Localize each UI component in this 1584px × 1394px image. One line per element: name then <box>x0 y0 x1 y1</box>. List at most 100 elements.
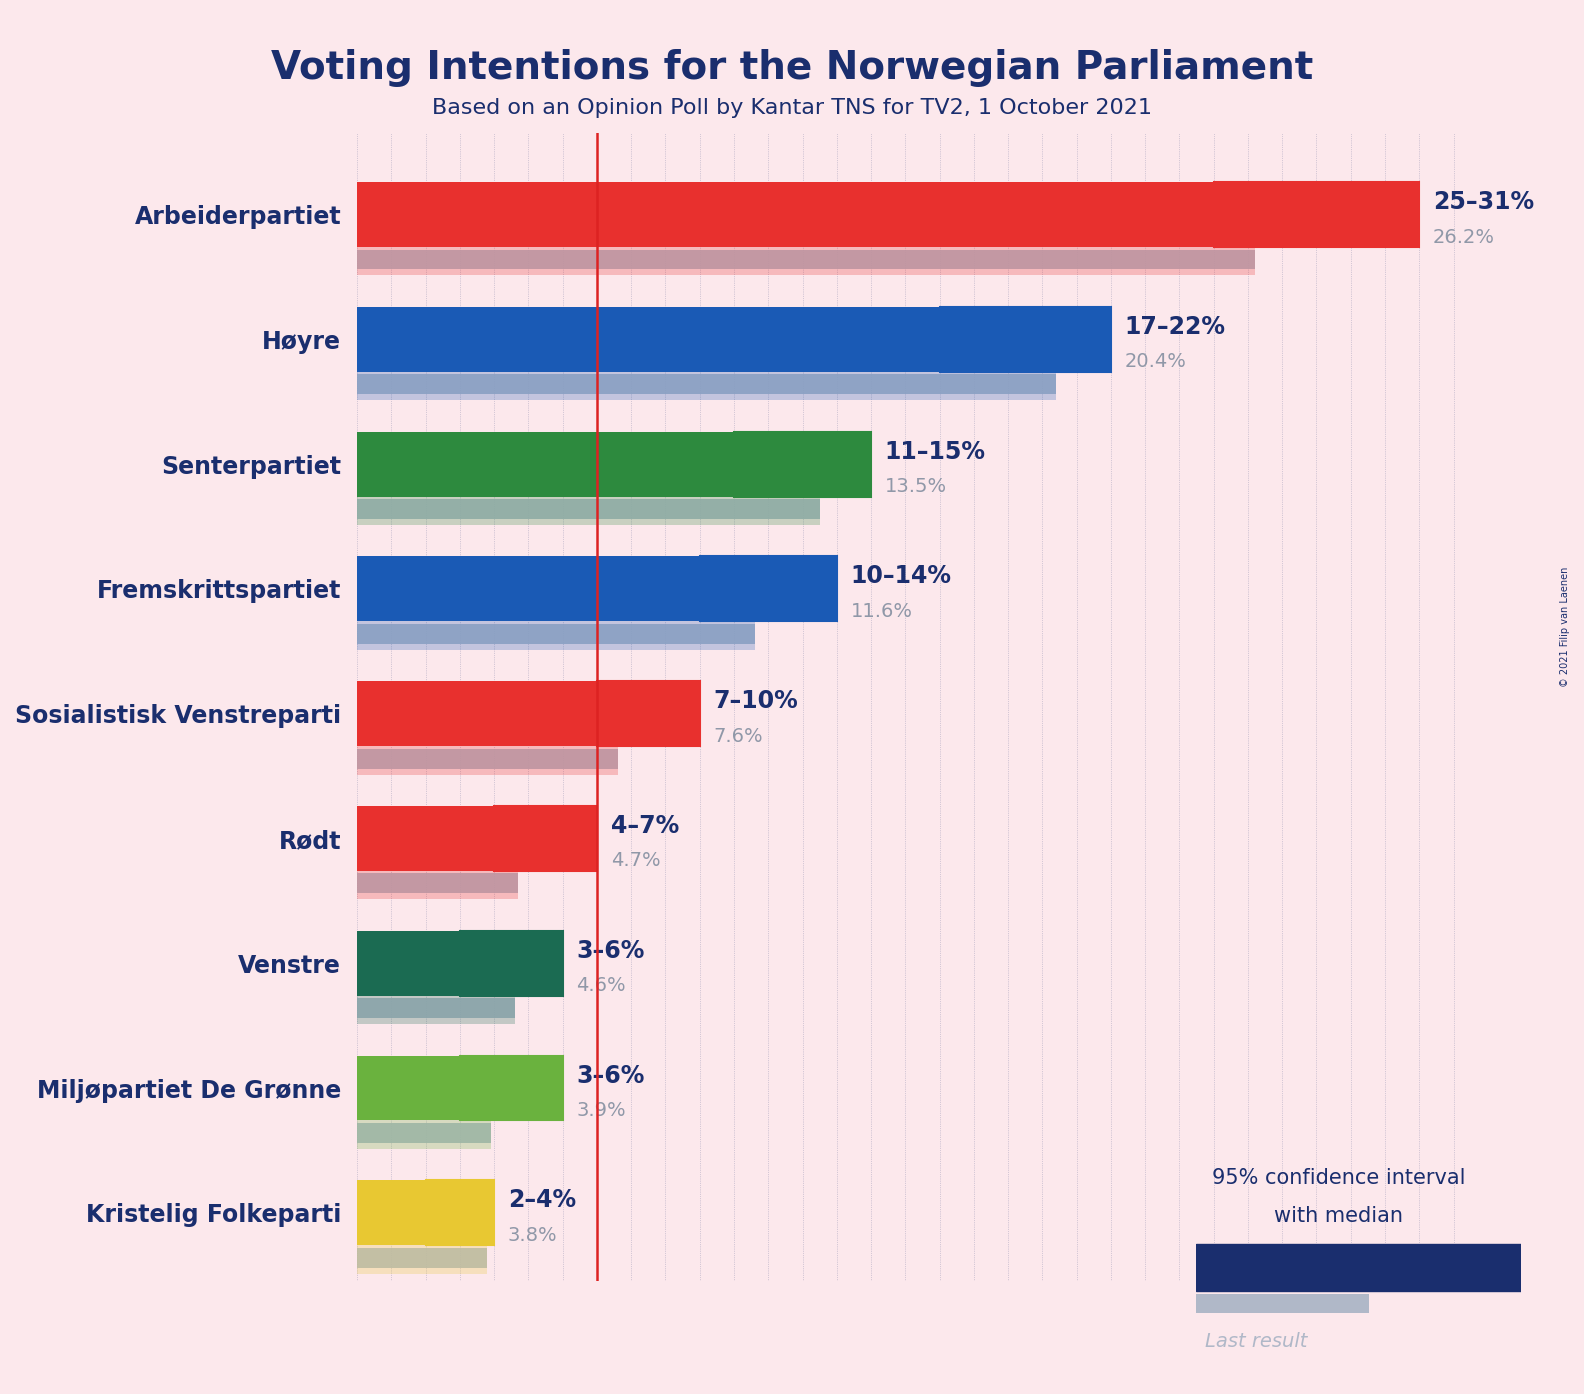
Text: 20.4%: 20.4% <box>1125 353 1186 371</box>
Bar <box>733 432 871 496</box>
Bar <box>1196 1243 1315 1291</box>
Bar <box>356 1181 426 1245</box>
Bar <box>1315 1243 1407 1291</box>
Bar <box>356 432 733 496</box>
Bar <box>700 556 768 622</box>
Bar <box>1025 307 1110 372</box>
Text: 3.9%: 3.9% <box>577 1101 626 1119</box>
Bar <box>426 1181 494 1245</box>
Bar <box>459 1055 512 1121</box>
Bar <box>803 432 871 496</box>
Bar <box>494 806 545 871</box>
Bar <box>1316 183 1419 247</box>
Bar <box>356 183 1213 247</box>
Bar <box>426 1181 459 1245</box>
Text: 11.6%: 11.6% <box>851 602 912 620</box>
Bar <box>1196 1294 1369 1313</box>
Bar <box>512 931 562 995</box>
Text: 95% confidence interval: 95% confidence interval <box>1212 1168 1465 1188</box>
Text: 2–4%: 2–4% <box>508 1188 577 1213</box>
Bar <box>356 998 515 1018</box>
Bar <box>356 749 618 768</box>
Bar <box>545 806 597 871</box>
Bar <box>356 250 1255 269</box>
Text: 7–10%: 7–10% <box>713 689 798 714</box>
Bar <box>459 1181 494 1245</box>
Bar <box>356 1230 488 1274</box>
Text: 4.7%: 4.7% <box>611 852 661 870</box>
Bar <box>459 931 512 995</box>
Bar <box>648 682 700 746</box>
Bar <box>1196 1243 1521 1291</box>
Bar <box>356 499 819 519</box>
Bar <box>768 556 836 622</box>
Bar <box>1213 183 1419 247</box>
Bar <box>700 556 836 622</box>
Bar <box>597 682 648 746</box>
Bar <box>356 625 754 644</box>
Text: 11–15%: 11–15% <box>885 439 985 464</box>
Bar <box>459 1055 562 1121</box>
Bar <box>597 682 700 746</box>
Text: 26.2%: 26.2% <box>1434 227 1495 247</box>
Bar <box>356 1248 488 1267</box>
Bar <box>512 1055 562 1121</box>
Bar <box>648 682 700 746</box>
Text: 7.6%: 7.6% <box>713 726 763 746</box>
Bar <box>459 1055 512 1121</box>
Text: 3–6%: 3–6% <box>577 938 645 963</box>
Bar <box>939 307 1025 372</box>
Bar <box>1316 183 1419 247</box>
Bar <box>1213 183 1316 247</box>
Text: 3.8%: 3.8% <box>508 1225 558 1245</box>
Bar <box>1407 1243 1521 1291</box>
Bar <box>356 481 819 526</box>
Bar <box>803 432 871 496</box>
Bar <box>356 682 597 746</box>
Bar <box>356 357 1057 400</box>
Text: 3–6%: 3–6% <box>577 1064 645 1087</box>
Bar <box>356 730 618 775</box>
Bar <box>356 606 754 650</box>
Bar <box>356 307 939 372</box>
Bar <box>1315 1243 1407 1291</box>
Bar <box>426 1181 459 1245</box>
Bar <box>356 1124 491 1143</box>
Bar <box>356 980 515 1025</box>
Bar <box>459 931 562 995</box>
Bar <box>1213 183 1316 247</box>
Text: 10–14%: 10–14% <box>851 565 952 588</box>
Bar <box>356 806 494 871</box>
Bar <box>733 432 803 496</box>
Bar <box>356 231 1255 276</box>
Bar <box>512 1055 562 1121</box>
Text: 4–7%: 4–7% <box>611 814 680 838</box>
Text: Last result: Last result <box>1205 1331 1307 1351</box>
Bar <box>512 931 562 995</box>
Bar <box>545 806 597 871</box>
Text: Voting Intentions for the Norwegian Parliament: Voting Intentions for the Norwegian Parl… <box>271 49 1313 86</box>
Text: 4.6%: 4.6% <box>577 976 626 995</box>
Text: 25–31%: 25–31% <box>1434 190 1533 215</box>
Bar <box>459 931 512 995</box>
Bar <box>494 806 545 871</box>
Bar <box>459 1181 494 1245</box>
Bar <box>939 307 1025 372</box>
Bar <box>356 856 518 899</box>
Bar <box>356 375 1057 395</box>
Text: 17–22%: 17–22% <box>1125 315 1226 339</box>
Bar <box>597 682 648 746</box>
Bar <box>356 1055 459 1121</box>
Bar <box>733 432 803 496</box>
Bar <box>356 874 518 894</box>
Bar <box>356 931 459 995</box>
Bar <box>939 307 1110 372</box>
Bar <box>1025 307 1110 372</box>
Text: Based on an Opinion Poll by Kantar TNS for TV2, 1 October 2021: Based on an Opinion Poll by Kantar TNS f… <box>432 98 1152 117</box>
Bar <box>356 1105 491 1149</box>
Bar <box>494 806 597 871</box>
Bar <box>700 556 768 622</box>
Bar <box>768 556 836 622</box>
Text: with median: with median <box>1274 1206 1403 1225</box>
Bar <box>356 556 700 622</box>
